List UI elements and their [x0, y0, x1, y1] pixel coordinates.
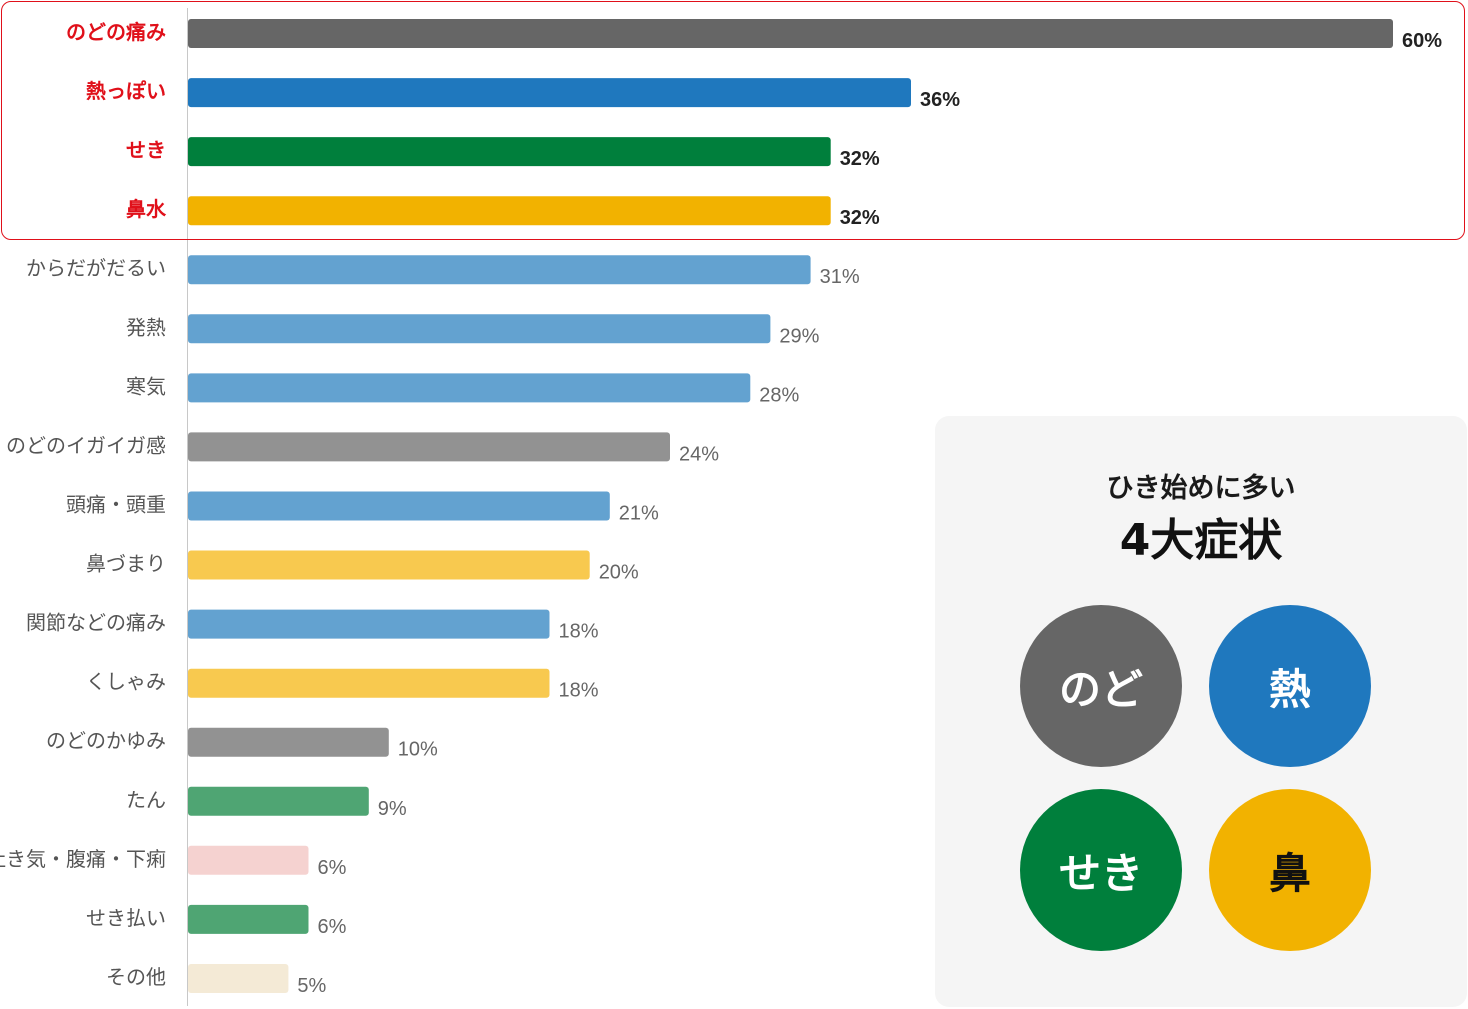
category-label-4: 鼻水 — [126, 197, 167, 221]
bar-9 — [188, 491, 610, 521]
value-label-11: 18% — [559, 621, 599, 643]
value-label-15: 6% — [318, 857, 347, 879]
category-label-7: 寒気 — [126, 374, 166, 398]
bar-13 — [188, 727, 389, 757]
value-label-16: 6% — [318, 916, 347, 938]
bar-1 — [188, 19, 1393, 48]
bar-11 — [188, 609, 550, 639]
value-label-17: 5% — [297, 975, 326, 997]
category-label-2: 熱っぽい — [86, 79, 166, 103]
symptom-circle-throat: のど — [1020, 605, 1182, 767]
category-label-14: たん — [126, 788, 166, 812]
value-label-7: 28% — [759, 384, 799, 406]
bar-8 — [188, 432, 670, 462]
panel-title: 4大症状 — [1119, 515, 1283, 566]
category-label-12: くしゃみ — [86, 670, 166, 694]
value-label-10: 20% — [599, 562, 639, 584]
bar-16 — [188, 904, 309, 934]
panel-subtitle: ひき始めに多い — [1106, 473, 1296, 504]
category-label-11: 関節などの痛み — [26, 611, 166, 635]
category-label-9: 頭痛・頭重 — [66, 493, 166, 517]
category-label-3: せき — [126, 138, 166, 162]
bar-12 — [188, 668, 550, 698]
bar-6 — [188, 314, 771, 344]
value-label-14: 9% — [378, 798, 407, 820]
bar-5 — [188, 255, 811, 285]
bar-17 — [188, 964, 289, 993]
bar-3 — [188, 137, 831, 167]
symptom-circle-fever: 熱 — [1209, 605, 1371, 767]
category-label-10: 鼻づまり — [86, 552, 166, 576]
bar-14 — [188, 786, 369, 816]
category-label-13: のどのかゆみ — [46, 729, 166, 753]
top-four-highlight-frame — [1, 1, 1465, 240]
bar-2 — [188, 78, 911, 108]
bar-7 — [188, 373, 751, 403]
symptom-circle-nose: 鼻 — [1209, 789, 1371, 951]
category-label-6: 発熱 — [126, 315, 166, 339]
category-label-8: のどのイガイガ感 — [6, 433, 166, 457]
value-label-13: 10% — [398, 739, 438, 761]
category-label-17: その他 — [106, 965, 166, 989]
bar-10 — [188, 550, 590, 580]
value-label-3: 32% — [840, 148, 880, 170]
category-label-1: のどの痛み — [66, 20, 166, 44]
value-label-12: 18% — [559, 680, 599, 702]
category-label-16: せき払い — [86, 906, 166, 930]
bar-4 — [188, 196, 831, 226]
category-label-15: 吐き気・腹痛・下痢 — [0, 847, 166, 871]
value-label-2: 36% — [920, 89, 960, 111]
four-major-symptoms-panel: ひき始めに多い 4大症状 のど 熱 せき 鼻 — [935, 416, 1467, 1007]
value-label-5: 31% — [820, 266, 860, 288]
value-label-6: 29% — [779, 325, 819, 347]
symptom-circle-cough: せき — [1020, 789, 1182, 951]
value-label-9: 21% — [619, 503, 659, 525]
value-label-1: 60% — [1402, 30, 1442, 52]
value-label-8: 24% — [679, 443, 719, 465]
bar-15 — [188, 845, 309, 875]
value-label-4: 32% — [840, 207, 880, 229]
category-label-5: からだがだるい — [26, 256, 166, 280]
